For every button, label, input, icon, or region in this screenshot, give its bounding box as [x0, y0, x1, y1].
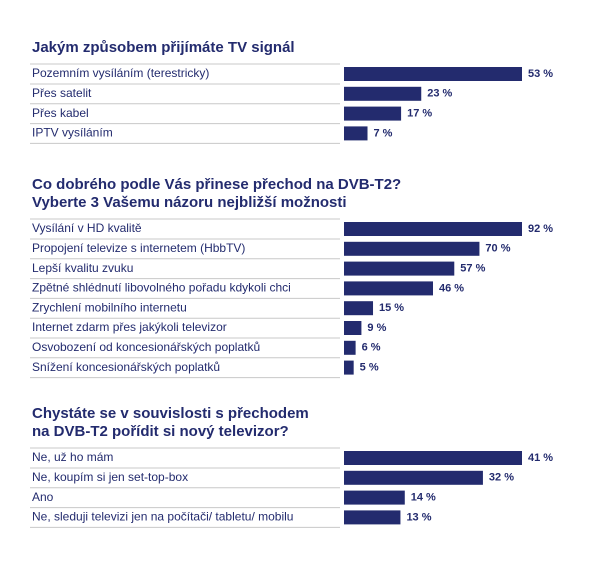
value-label: 7 %: [374, 127, 393, 139]
bar: [344, 360, 354, 375]
category-label: Propojení televize s internetem (HbbTV): [32, 241, 245, 255]
chart-title: Vyberte 3 Vašemu názoru nejbližší možnos…: [32, 194, 347, 211]
category-label: Pozemním vysíláním (terestricky): [32, 66, 209, 80]
category-label: Přes kabel: [32, 106, 89, 120]
value-label: 14 %: [411, 492, 436, 504]
category-label: Lepší kvalitu zvuku: [32, 261, 133, 275]
value-label: 13 %: [406, 511, 431, 523]
bar: [344, 222, 522, 236]
category-label: Zrychlení mobilního internetu: [32, 300, 187, 314]
category-label: Vysílání v HD kvalitě: [32, 221, 142, 235]
category-label: Ano: [32, 490, 54, 504]
category-label: Internet zdarm přes jakýkoli televizor: [32, 320, 227, 334]
category-label: IPTV vysíláním: [32, 126, 113, 140]
value-label: 41 %: [528, 452, 553, 464]
value-label: 32 %: [489, 472, 514, 484]
value-label: 17 %: [407, 108, 432, 120]
value-label: 92 %: [528, 223, 553, 235]
bar: [344, 86, 422, 101]
bar: [344, 281, 433, 296]
value-label: 5 %: [360, 362, 379, 374]
category-label: Přes satelit: [32, 86, 92, 100]
bar: [344, 510, 401, 525]
value-label: 15 %: [379, 302, 404, 314]
value-label: 23 %: [427, 88, 452, 100]
bar: [344, 67, 522, 81]
bar: [344, 106, 402, 121]
bar: [344, 490, 405, 505]
chart-title: Jakým způsobem přijímáte TV signál: [32, 39, 295, 56]
bar: [344, 321, 362, 335]
value-label: 53 %: [528, 68, 553, 80]
category-label: Ne, koupím si jen set-top-box: [32, 470, 188, 484]
category-label: Snížení koncesionářských poplatků: [32, 360, 220, 374]
category-label: Zpětné shlédnutí libovolného pořadu kdyk…: [32, 281, 291, 295]
category-label: Osvobození od koncesionářských poplatků: [32, 340, 260, 354]
value-label: 57 %: [460, 263, 485, 275]
category-label: Ne, sleduji televizi jen na počítači/ ta…: [32, 510, 293, 524]
value-label: 70 %: [485, 243, 510, 255]
bar: [344, 451, 522, 465]
chart-title: Co dobrého podle Vás přinese přechod na …: [32, 176, 401, 193]
value-label: 9 %: [367, 322, 386, 334]
bar: [344, 261, 455, 276]
chart-title: na DVB-T2 pořídit si nový televizor?: [32, 423, 289, 440]
bar: [344, 301, 374, 316]
bar: [344, 340, 356, 355]
chart-title: Chystáte se v souvislosti s přechodem: [32, 405, 309, 422]
bar: [344, 126, 368, 141]
bar: [344, 470, 483, 485]
bar: [344, 241, 480, 256]
category-label: Ne, už ho mám: [32, 450, 113, 464]
value-label: 46 %: [439, 282, 464, 294]
value-label: 6 %: [362, 342, 381, 354]
